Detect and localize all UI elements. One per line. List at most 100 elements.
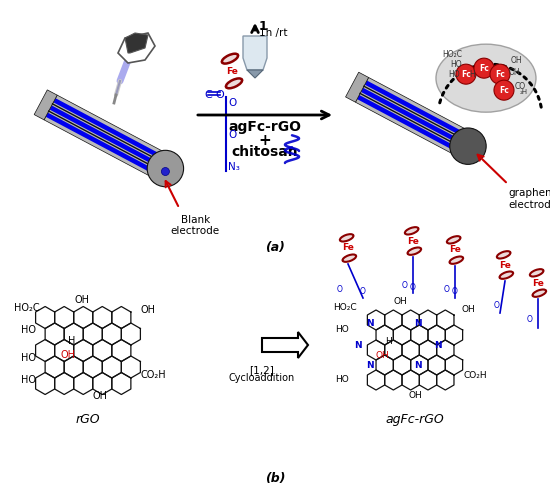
Text: OH: OH xyxy=(408,391,422,400)
Text: Fc: Fc xyxy=(499,86,509,95)
Ellipse shape xyxy=(405,227,419,235)
Polygon shape xyxy=(44,95,172,181)
Circle shape xyxy=(456,64,476,84)
Text: [1,2]: [1,2] xyxy=(250,365,274,375)
Text: Fe: Fe xyxy=(342,244,354,252)
Polygon shape xyxy=(357,95,465,155)
Text: (b): (b) xyxy=(265,472,285,485)
Text: H: H xyxy=(68,336,76,346)
Text: Fe: Fe xyxy=(532,279,544,287)
Text: O: O xyxy=(402,281,408,289)
Text: N₃: N₃ xyxy=(228,162,240,172)
Text: Fc: Fc xyxy=(495,70,505,79)
Text: CO₂H: CO₂H xyxy=(463,371,487,380)
Polygon shape xyxy=(247,70,263,78)
Text: HO₂C: HO₂C xyxy=(442,50,462,59)
Text: HO: HO xyxy=(335,325,349,334)
Text: 1h /rt: 1h /rt xyxy=(259,28,288,38)
Ellipse shape xyxy=(408,247,421,255)
Text: chitosan: chitosan xyxy=(232,145,298,159)
Text: HO: HO xyxy=(20,353,36,363)
Ellipse shape xyxy=(222,54,238,64)
Text: 1: 1 xyxy=(259,20,268,33)
Text: Cycloaddition: Cycloaddition xyxy=(229,373,295,383)
Circle shape xyxy=(161,168,169,176)
Text: N: N xyxy=(414,318,422,327)
Text: Fe: Fe xyxy=(499,260,511,270)
Text: HO: HO xyxy=(335,376,349,385)
Polygon shape xyxy=(355,77,475,159)
Ellipse shape xyxy=(226,78,242,88)
Text: OH: OH xyxy=(508,68,520,77)
Ellipse shape xyxy=(436,44,536,112)
Circle shape xyxy=(474,58,494,78)
Text: rGO: rGO xyxy=(76,413,100,426)
Text: HO: HO xyxy=(20,375,36,385)
Text: O: O xyxy=(444,285,450,294)
Text: H: H xyxy=(469,70,475,79)
Ellipse shape xyxy=(499,272,513,279)
Text: HO: HO xyxy=(20,325,36,335)
Polygon shape xyxy=(361,88,469,148)
Polygon shape xyxy=(125,33,148,53)
Text: CO: CO xyxy=(514,82,526,91)
Text: ₂H: ₂H xyxy=(520,89,528,95)
Text: CO₂H: CO₂H xyxy=(140,370,166,380)
Ellipse shape xyxy=(530,269,543,277)
Ellipse shape xyxy=(447,236,460,244)
Text: Fe: Fe xyxy=(449,246,461,254)
Text: agFc-rGO: agFc-rGO xyxy=(228,120,301,134)
Text: O: O xyxy=(228,130,236,140)
Text: O: O xyxy=(452,287,458,296)
Polygon shape xyxy=(46,112,163,178)
Text: HO₂C: HO₂C xyxy=(333,304,357,313)
Text: OH: OH xyxy=(74,295,90,305)
Text: N: N xyxy=(434,341,442,350)
Text: (a): (a) xyxy=(265,241,285,254)
Text: O: O xyxy=(410,282,416,291)
Text: OH: OH xyxy=(92,391,107,401)
Circle shape xyxy=(147,150,184,187)
Text: Fc: Fc xyxy=(461,70,471,79)
Text: Fc: Fc xyxy=(479,64,489,72)
Ellipse shape xyxy=(343,254,356,262)
Polygon shape xyxy=(118,33,155,63)
Text: O: O xyxy=(337,285,343,294)
Text: O: O xyxy=(360,287,366,296)
Text: C: C xyxy=(204,90,212,100)
Ellipse shape xyxy=(497,251,510,258)
Text: O: O xyxy=(527,316,533,324)
Text: O: O xyxy=(494,301,500,310)
Text: OH: OH xyxy=(140,305,156,315)
Text: Fe: Fe xyxy=(407,237,419,246)
Ellipse shape xyxy=(532,289,546,297)
Text: Blank
electrode: Blank electrode xyxy=(171,214,220,236)
Text: OH: OH xyxy=(393,296,407,306)
Text: +: + xyxy=(258,133,271,148)
Ellipse shape xyxy=(449,256,463,264)
Circle shape xyxy=(450,128,486,164)
Text: HO: HO xyxy=(448,70,460,79)
Polygon shape xyxy=(365,80,473,141)
Text: N: N xyxy=(366,318,374,327)
Polygon shape xyxy=(50,106,167,171)
Polygon shape xyxy=(53,98,170,163)
Polygon shape xyxy=(34,90,57,120)
Text: OH: OH xyxy=(60,350,75,360)
Polygon shape xyxy=(243,36,267,70)
Text: N: N xyxy=(414,360,422,369)
Text: HO: HO xyxy=(450,60,462,69)
Text: graphene
electrode: graphene electrode xyxy=(508,188,550,210)
Text: O: O xyxy=(228,98,236,108)
Circle shape xyxy=(490,64,510,84)
Text: OH: OH xyxy=(461,306,475,315)
Text: H: H xyxy=(384,337,392,346)
Polygon shape xyxy=(262,332,308,358)
Text: OH: OH xyxy=(510,56,522,65)
Text: Fe: Fe xyxy=(226,67,238,75)
Text: agFc-rGO: agFc-rGO xyxy=(386,413,444,426)
Text: HO₂C: HO₂C xyxy=(14,303,40,313)
Circle shape xyxy=(494,80,514,100)
Text: OH: OH xyxy=(375,351,389,359)
Text: O: O xyxy=(216,90,224,100)
